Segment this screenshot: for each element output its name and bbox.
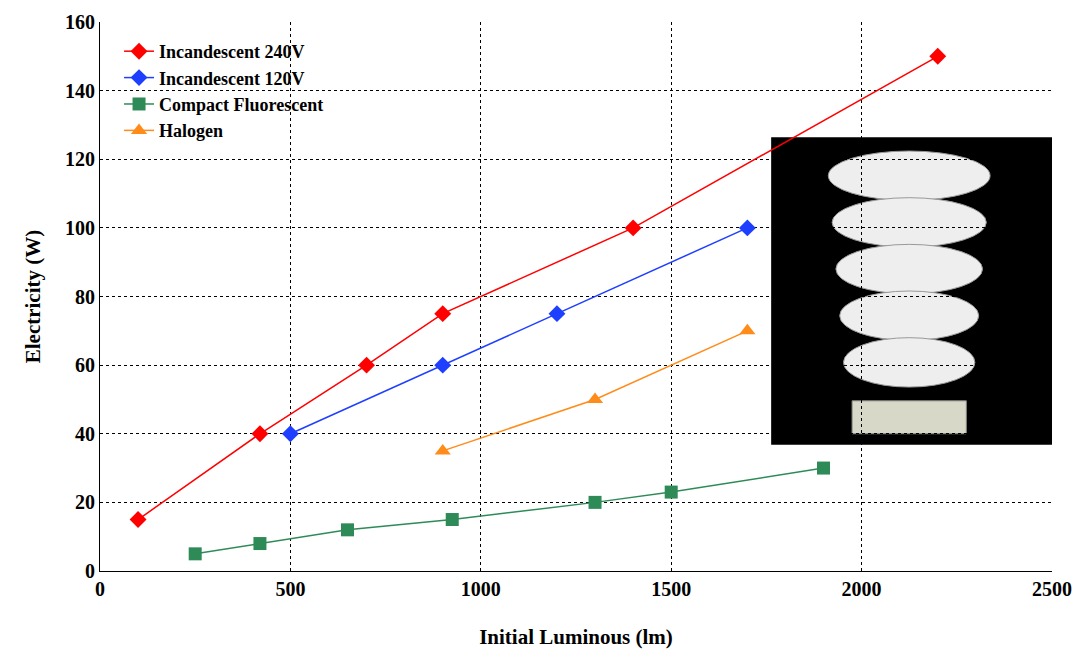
svg-text:0: 0 bbox=[95, 578, 105, 600]
svg-text:Initial Luminous (lm): Initial Luminous (lm) bbox=[479, 625, 673, 649]
svg-text:2500: 2500 bbox=[1032, 578, 1072, 600]
svg-text:Incandescent 120V: Incandescent 120V bbox=[159, 69, 305, 89]
svg-text:160: 160 bbox=[65, 11, 95, 33]
svg-text:60: 60 bbox=[75, 354, 95, 376]
svg-text:40: 40 bbox=[75, 423, 95, 445]
svg-text:140: 140 bbox=[65, 80, 95, 102]
svg-text:1000: 1000 bbox=[461, 578, 501, 600]
svg-text:Electricity (W): Electricity (W) bbox=[21, 230, 45, 364]
svg-text:1500: 1500 bbox=[651, 578, 691, 600]
svg-text:2000: 2000 bbox=[842, 578, 882, 600]
svg-text:100: 100 bbox=[65, 217, 95, 239]
svg-text:0: 0 bbox=[85, 560, 95, 582]
svg-text:Halogen: Halogen bbox=[159, 121, 223, 141]
svg-text:120: 120 bbox=[65, 148, 95, 170]
svg-text:80: 80 bbox=[75, 286, 95, 308]
svg-text:20: 20 bbox=[75, 491, 95, 513]
svg-text:Compact Fluorescent: Compact Fluorescent bbox=[159, 95, 323, 115]
svg-text:Incandescent 240V: Incandescent 240V bbox=[159, 42, 305, 62]
svg-text:500: 500 bbox=[275, 578, 305, 600]
